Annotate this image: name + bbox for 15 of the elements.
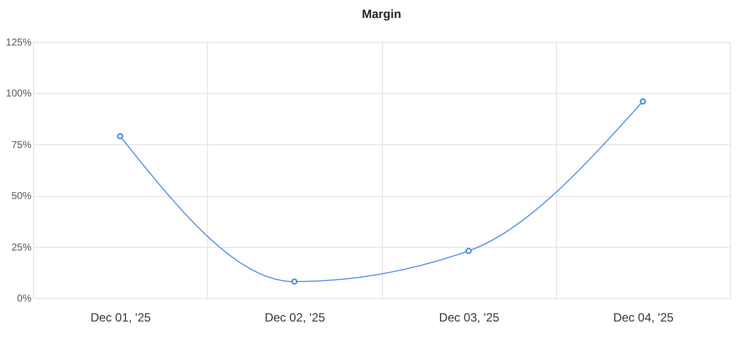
x-tick-label: Dec 02, '25 [264,310,326,324]
x-tick-label: Dec 01, '25 [90,310,152,324]
point [466,248,472,254]
y-tick-label: 75% [11,140,32,151]
y-tick-label: 100% [6,88,32,100]
y-tick-label: 25% [11,242,32,254]
point [291,278,298,285]
y-tick-label: 125% [6,38,32,48]
point [640,98,646,104]
y-tick-label: 0% [17,294,32,304]
point [117,133,124,140]
chart-title: Margin [362,7,402,21]
x-tick-label: Dec 04, '25 [613,310,674,324]
x-tick-label: Dec 03, '25 [438,310,500,324]
y-tick-label: 50% [11,191,32,202]
